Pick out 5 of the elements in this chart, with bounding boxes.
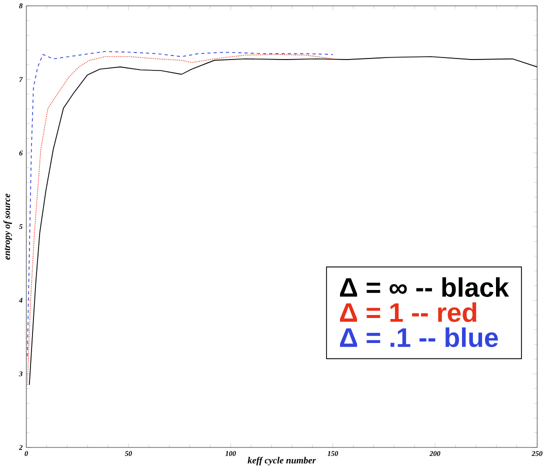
text: Δ = 1 -- red (340, 302, 476, 322)
text: Δ = ∞ -- black (340, 277, 510, 298)
y-axis-title: entropy of source (3, 194, 12, 260)
x-axis-title: keff cycle number (248, 456, 316, 466)
text: Δ = .1 -- blue (340, 328, 498, 348)
